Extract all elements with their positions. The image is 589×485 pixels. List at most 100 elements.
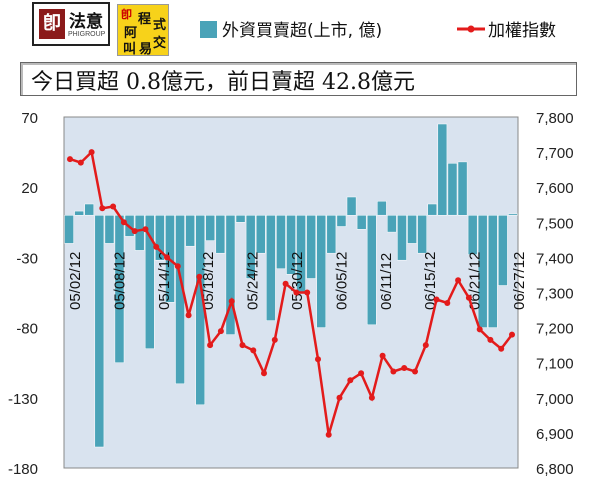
bar [457, 161, 468, 216]
index-point [368, 394, 375, 401]
index-point [196, 273, 203, 280]
bar [276, 215, 286, 269]
y-axis-right: 7,800 7,700 7,600 7,500 7,400 7,300 7,200 7,100… [536, 110, 574, 478]
index-point [422, 342, 429, 349]
y-right-tick-label: 7,500 [536, 215, 574, 232]
bar [215, 215, 226, 254]
index-point [250, 347, 257, 354]
index-point [77, 159, 84, 166]
index-point [185, 312, 192, 319]
bar [144, 215, 155, 349]
bar [245, 215, 256, 279]
bar [498, 215, 508, 286]
y-left-tick-label: -30 [16, 250, 38, 267]
bar [336, 215, 347, 227]
index-point [347, 377, 354, 384]
x-tick-label: 05/30/12 [289, 252, 306, 310]
legend-bar-swatch [200, 21, 217, 38]
index-point [433, 296, 440, 303]
x-tick-label: 05/18/12 [200, 252, 217, 310]
bar [366, 215, 377, 326]
subtitle: 今日買超 0.8億元，前日賣超 42.8億元 [31, 70, 415, 95]
index-point [120, 219, 127, 226]
bar [508, 213, 518, 216]
y-left-tick-label: -80 [16, 321, 38, 338]
y-right-tick-label: 6,800 [536, 461, 574, 478]
bar [255, 215, 266, 254]
bar [427, 203, 438, 216]
index-point [358, 370, 365, 377]
bar [316, 215, 327, 328]
index-point [142, 226, 149, 233]
bar [467, 215, 478, 255]
index-point [293, 289, 300, 296]
bar [104, 215, 115, 244]
bar-series [64, 123, 518, 448]
index-point [88, 149, 95, 156]
index-point [271, 336, 278, 343]
y-left-tick-label: 70 [21, 110, 38, 127]
bar [225, 215, 236, 335]
bar [356, 215, 367, 230]
program-trading-logo: 卽 程 式 阿 叫 易 交 [117, 4, 169, 57]
bar [346, 196, 357, 216]
index-point [455, 277, 462, 284]
bar [477, 215, 488, 328]
logo2-char-3: 阿 [124, 26, 138, 41]
index-point [390, 368, 397, 375]
index-point [379, 352, 386, 359]
x-tick-label: 05/24/12 [245, 252, 262, 310]
legend-line-label: 加權指數 [488, 21, 556, 41]
bar [387, 215, 397, 233]
bar [84, 203, 95, 216]
bar [487, 215, 498, 328]
index-point [401, 365, 408, 371]
index-point [444, 300, 451, 306]
x-axis-labels: 05/02/12 05/08/12 05/14/12 05/18/12 05/24/12… [67, 252, 528, 310]
index-point [325, 431, 332, 438]
bar [155, 215, 165, 261]
index-point [99, 205, 106, 212]
index-point [239, 342, 246, 349]
index-point [228, 298, 235, 305]
bar [205, 215, 216, 241]
logo2-char-1: 程 [138, 12, 152, 27]
x-tick-label: 06/05/12 [333, 252, 350, 310]
x-tick-label: 05/02/12 [67, 252, 84, 310]
bar [175, 215, 185, 385]
y-left-tick-label: -180 [8, 461, 38, 478]
logo2-char-5: 易 [139, 42, 153, 57]
index-point [487, 336, 494, 343]
bar [94, 215, 105, 448]
x-tick-label: 06/15/12 [422, 252, 439, 310]
y-right-tick-label: 7,800 [536, 110, 574, 127]
index-point [217, 328, 224, 335]
bar [266, 215, 276, 321]
y-axis-left: 70 20 -30 -80 -130 -180 [8, 110, 38, 478]
logo2-char-0: 卽 [121, 8, 132, 21]
y-right-tick-label: 6,900 [536, 426, 574, 443]
bar [417, 215, 427, 254]
bar [447, 163, 458, 216]
bar [74, 210, 84, 216]
y-left-tick-label: 20 [21, 180, 38, 197]
bar [306, 215, 316, 279]
index-point [336, 394, 343, 401]
y-right-tick-label: 7,400 [536, 250, 574, 267]
y-right-tick-label: 7,100 [536, 356, 574, 373]
bar [407, 215, 417, 244]
y-left-tick-label: -130 [8, 391, 38, 408]
x-tick-label: 06/21/12 [467, 252, 484, 310]
y-right-tick-label: 7,700 [536, 145, 574, 162]
x-tick-label: 06/27/12 [511, 252, 528, 310]
y-right-tick-label: 7,600 [536, 180, 574, 197]
bar [185, 215, 195, 247]
index-point [498, 345, 505, 352]
legend-line-marker [467, 25, 475, 33]
index-point [110, 203, 117, 210]
index-point [261, 370, 267, 377]
index-point [131, 228, 138, 235]
index-point [509, 331, 515, 338]
index-point [67, 156, 73, 163]
index-point [164, 254, 170, 261]
